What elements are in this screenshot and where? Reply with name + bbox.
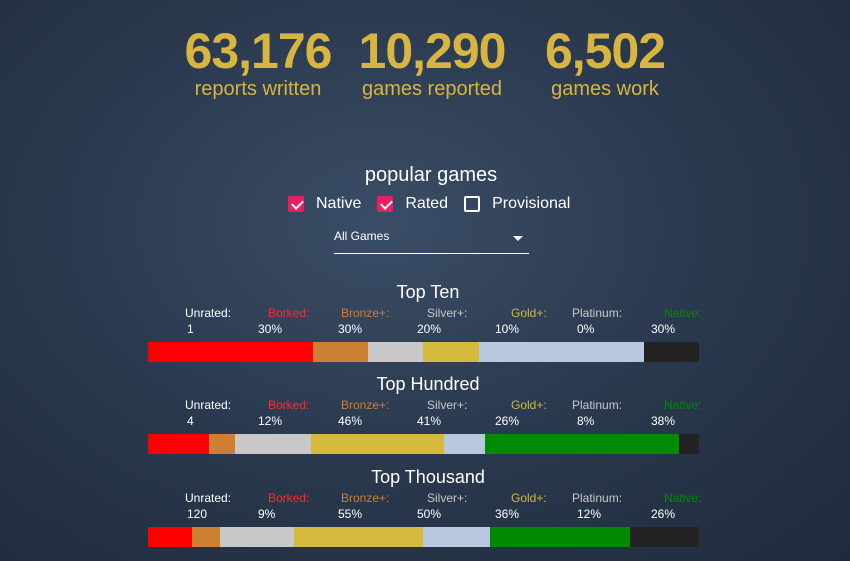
category-label: Bronze+: [341, 491, 390, 505]
category-label: Unrated: [185, 491, 232, 505]
category-label: Unrated: [185, 306, 232, 320]
stat-value: 6,502 [544, 23, 666, 79]
category-value: 8% [577, 414, 595, 428]
category-label: Gold+: [511, 306, 547, 320]
category-value: 4 [187, 414, 194, 428]
select-value: All Games [334, 229, 390, 243]
bar-segment [234, 434, 312, 454]
bar-segment [368, 342, 424, 362]
stat-reports-written: 63,176 reports written [180, 26, 336, 102]
category-value: 38% [651, 414, 676, 428]
bar-segment [192, 527, 220, 547]
games-select[interactable]: All Games [334, 227, 529, 254]
category-label: Bronze+: [341, 398, 390, 412]
category-value: 30% [651, 322, 676, 336]
category-value: 0% [577, 322, 595, 336]
bar-segment [489, 527, 631, 547]
category-value: 26% [495, 414, 520, 428]
filter-provisional[interactable]: Provisional [464, 195, 570, 213]
category-label: Gold+: [511, 398, 547, 412]
bar-segment [219, 527, 294, 547]
group-title: Top Hundred [376, 374, 480, 394]
bar-segment [478, 342, 644, 362]
popular-games-title: popular games [364, 164, 498, 186]
category-label: Borked: [268, 491, 310, 505]
group-title: Top Ten [396, 282, 460, 302]
category-label: Platinum: [572, 491, 623, 505]
rating-bar [148, 342, 699, 362]
category-label: Native: [664, 306, 702, 320]
filter-label: Native [316, 195, 362, 212]
stat-games-reported: 10,290 games reported [356, 26, 508, 102]
bar-segment [148, 434, 210, 454]
category-value: 20% [417, 322, 442, 336]
category-value: 50% [417, 507, 442, 521]
category-label: Silver+: [427, 491, 468, 505]
bar-segment [423, 527, 490, 547]
category-label: Borked: [268, 306, 310, 320]
bar-segment [313, 342, 369, 362]
category-value: 1 [187, 322, 194, 336]
native-checkbox[interactable] [288, 196, 304, 212]
category-value: 36% [495, 507, 520, 521]
filter-checkboxes: Native Rated Provisional [288, 195, 586, 213]
rating-bar [148, 434, 700, 454]
bar-segment [678, 434, 700, 454]
category-value: 12% [258, 414, 283, 428]
bar-segment [643, 342, 699, 362]
category-label: Platinum: [572, 306, 623, 320]
stat-label: games reported [361, 78, 503, 100]
bar-segment [148, 527, 193, 547]
category-value: 41% [417, 414, 442, 428]
bar-segment [484, 434, 679, 454]
stat-value: 63,176 [184, 23, 333, 79]
category-label: Native: [664, 398, 702, 412]
category-value: 120 [187, 507, 208, 521]
bar-segment [423, 342, 479, 362]
rated-checkbox[interactable] [377, 196, 394, 212]
category-value: 9% [258, 507, 276, 521]
provisional-checkbox[interactable] [464, 196, 481, 212]
category-label: Native: [664, 491, 702, 505]
filter-label: Rated [405, 195, 449, 212]
stat-games-work: 6,502 games work [540, 26, 670, 102]
chevron-down-icon[interactable] [513, 236, 523, 241]
stat-label: games work [551, 78, 659, 100]
category-label: Bronze+: [341, 306, 390, 320]
stat-label: reports written [194, 78, 322, 100]
category-label: Gold+: [511, 491, 547, 505]
category-label: Silver+: [427, 398, 468, 412]
category-label: Borked: [268, 398, 310, 412]
bar-segment [148, 342, 314, 362]
bar-segment [311, 434, 444, 454]
bar-segment [630, 527, 699, 547]
category-value: 46% [338, 414, 363, 428]
category-value: 10% [495, 322, 520, 336]
filter-rated[interactable]: Rated [377, 195, 448, 213]
category-value: 55% [338, 507, 363, 521]
stat-value: 10,290 [358, 23, 507, 79]
category-value: 30% [338, 322, 363, 336]
filter-label: Provisional [492, 195, 571, 212]
category-value: 26% [651, 507, 676, 521]
category-label: Silver+: [427, 306, 468, 320]
rating-bar [148, 527, 699, 547]
category-value: 30% [258, 322, 283, 336]
bar-segment [209, 434, 235, 454]
bar-segment [443, 434, 485, 454]
category-label: Platinum: [572, 398, 623, 412]
group-title: Top Thousand [371, 467, 485, 487]
filter-native[interactable]: Native [288, 195, 361, 213]
category-label: Unrated: [185, 398, 232, 412]
bar-segment [294, 527, 424, 547]
category-value: 12% [577, 507, 602, 521]
